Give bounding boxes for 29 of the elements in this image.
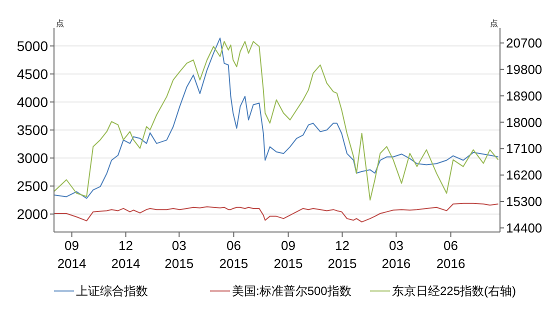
y2-tick-label: 16200	[506, 168, 542, 183]
y-tick-label: 5000	[16, 38, 48, 54]
y-tick-label: 4500	[16, 66, 48, 82]
y2-tick-label: 14400	[506, 220, 542, 236]
y-axis-title: 点	[56, 19, 64, 28]
x-tick-label: 12 2015	[328, 238, 357, 271]
y-tick-label: 2000	[16, 206, 48, 222]
line-series	[54, 202, 499, 222]
x-tick-label: 06 2016	[436, 238, 466, 271]
y2-tick-label: 19800	[506, 62, 542, 77]
x-tick-label: 03 2016	[382, 238, 411, 271]
y2-tick-label: 18900	[506, 88, 542, 104]
y-tick-label: 2500	[16, 178, 48, 194]
x-tick-label: 09 2015	[274, 238, 303, 271]
y2-tick-label: 15300	[506, 194, 542, 210]
legend-label: 东京日经225指数(右轴)	[392, 284, 516, 298]
y2-tick-label: 17100	[506, 141, 542, 156]
x-tick-label: 12 2014	[111, 238, 140, 271]
legend-label: 美国:标准普尔500指数	[232, 284, 352, 298]
y2-tick-label: 20700	[506, 36, 542, 51]
y2-axis-title: 点	[490, 19, 498, 28]
y-tick-label: 3500	[16, 122, 48, 138]
x-tick-label: 03 2015	[164, 238, 194, 271]
x-tick-label: 06 2015	[219, 238, 248, 271]
y2-tick-label: 18000	[506, 114, 542, 130]
x-tick-label: 09 2014	[57, 238, 86, 271]
y-tick-label: 3000	[16, 150, 48, 166]
legend-label: 上证综合指数	[76, 284, 148, 298]
y-tick-label: 4000	[16, 94, 48, 110]
